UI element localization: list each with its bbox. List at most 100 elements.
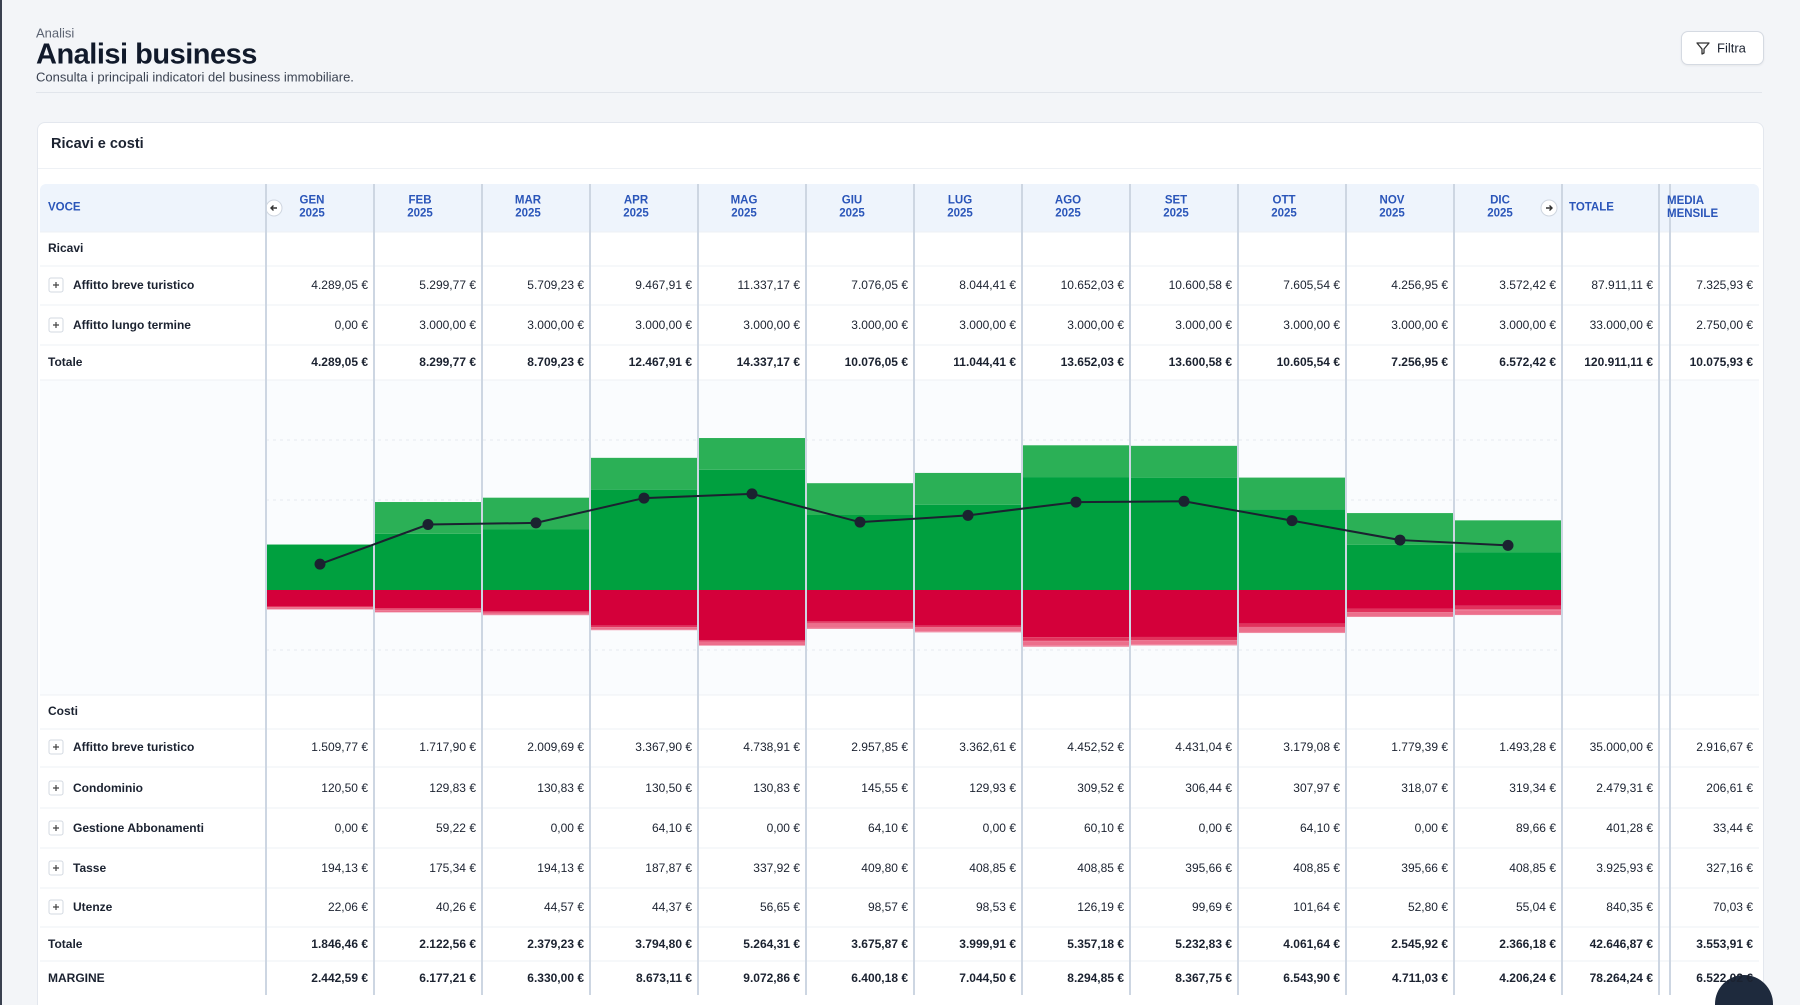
cell-value: 0,00 €: [1414, 821, 1448, 835]
cell-value: 8.673,11 €: [635, 971, 692, 985]
cell-value: 2.122,56 €: [419, 937, 476, 951]
cost-bar: [807, 623, 913, 628]
cell-value: 145,55 €: [861, 781, 908, 795]
cell-value: 6.572,42 €: [1499, 355, 1556, 369]
cost-bar: [591, 625, 697, 628]
nav-arrow[interactable]: [265, 199, 283, 217]
cell-value: 175,34 €: [429, 861, 476, 875]
cell-value: 318,07 €: [1401, 781, 1448, 795]
cell-value: 4.289,05 €: [311, 278, 368, 292]
cell-value: 3.000,00 €: [1283, 318, 1340, 332]
cell-value: 7.076,05 €: [851, 278, 908, 292]
cell-value: 8.709,23 €: [527, 355, 584, 369]
cell-value: 5.299,77 €: [419, 278, 476, 292]
cell-value: 14.337,17 €: [736, 355, 800, 369]
expand-plus: [53, 785, 59, 791]
cell-value: 126,19 €: [1077, 900, 1124, 914]
cell-value: 4.256,95 €: [1391, 278, 1448, 292]
cost-bar: [807, 621, 913, 623]
cell-total: 3.925,93 €: [1596, 861, 1653, 875]
cell-average: 33,44 €: [1712, 821, 1753, 835]
margin-point: [746, 488, 758, 500]
cell-value: 0,00 €: [334, 318, 368, 332]
row-label: Affitto breve turistico: [73, 740, 195, 754]
cell-value: 3.000,00 €: [1499, 318, 1556, 332]
cost-bar: [1455, 609, 1561, 611]
cost-bar: [591, 590, 697, 626]
cell-value: 56,65 €: [759, 900, 800, 914]
cell-average: 206,61 €: [1706, 781, 1753, 795]
breadcrumb: Analisi: [36, 25, 75, 41]
column-header-month: MAG: [730, 194, 758, 207]
cell-value: 1.717,90 €: [419, 740, 476, 754]
column-header-year: 2025: [839, 207, 865, 220]
cell-value: 337,92 €: [753, 861, 800, 875]
column-header-year: 2025: [1163, 207, 1189, 220]
column-header-year: 2025: [515, 207, 541, 220]
cell-value: 0,00 €: [982, 821, 1016, 835]
expand-button[interactable]: [48, 860, 64, 876]
column-header-year: 2025: [407, 207, 433, 220]
cell-value: 6.400,18 €: [851, 971, 908, 985]
cell-value: 13.600,58 €: [1168, 355, 1232, 369]
margin-point: [314, 558, 326, 570]
cost-bar: [375, 610, 481, 613]
cost-bar: [375, 590, 481, 609]
cell-value: 59,22 €: [435, 821, 476, 835]
table-header-bg: [40, 184, 1759, 232]
revenue-bar: [1347, 544, 1453, 590]
cell-value: 6.330,00 €: [527, 971, 584, 985]
row-label: Condominio: [73, 781, 143, 795]
cell-total: 840,35 €: [1606, 900, 1653, 914]
cell-value: 3.000,00 €: [1175, 318, 1232, 332]
cost-bar: [915, 590, 1021, 626]
cell-value: 5.709,23 €: [527, 278, 584, 292]
cell-total: 87.911,11 €: [1591, 278, 1653, 292]
nav-arrow[interactable]: [1540, 199, 1558, 217]
cell-value: 64,10 €: [651, 821, 692, 835]
cell-value: 130,83 €: [753, 781, 800, 795]
cell-total: 2.479,31 €: [1596, 781, 1653, 795]
cell-value: 3.675,87 €: [851, 937, 908, 951]
cell-value: 10.652,03 €: [1060, 278, 1124, 292]
expand-plus: [53, 282, 59, 288]
row-label: Totale: [48, 937, 83, 951]
cell-value: 52,80 €: [1407, 900, 1448, 914]
cell-value: 8.299,77 €: [419, 355, 476, 369]
cell-value: 3.000,00 €: [1067, 318, 1124, 332]
revenue-bar: [807, 483, 913, 515]
filter-label: Filtra: [1717, 40, 1746, 56]
margin-point: [422, 519, 434, 531]
cost-bar: [1023, 637, 1129, 641]
column-header-year: 2025: [1487, 207, 1513, 220]
cost-bar: [1131, 636, 1237, 641]
expand-button[interactable]: [48, 277, 64, 293]
column-header-year: 2025: [731, 207, 757, 220]
cell-value: 98,57 €: [867, 900, 908, 914]
cell-value: 409,80 €: [861, 861, 908, 875]
expand-plus: [53, 744, 59, 750]
cost-bar: [1347, 612, 1453, 617]
cell-total: 401,28 €: [1606, 821, 1653, 835]
cell-value: 3.999,91 €: [959, 937, 1016, 951]
revenue-bar: [1023, 445, 1129, 478]
cost-bar: [1347, 616, 1453, 617]
page-subtitle: Consulta i principali indicatori del bus…: [36, 69, 354, 85]
cost-bar: [699, 641, 805, 646]
column-header-year: 2025: [623, 207, 649, 220]
cost-bar: [699, 645, 805, 646]
expand-button[interactable]: [48, 820, 64, 836]
page-title: Analisi business: [36, 38, 257, 71]
revenue-bar: [591, 489, 697, 590]
cost-bar: [1239, 626, 1345, 628]
column-header-month: NOV: [1379, 194, 1405, 207]
filter-button[interactable]: Filtra: [1681, 31, 1764, 65]
expand-button[interactable]: [48, 317, 64, 333]
cell-value: 3.367,90 €: [635, 740, 692, 754]
cost-bar: [699, 640, 805, 642]
expand-button[interactable]: [48, 780, 64, 796]
cell-value: 4.452,52 €: [1067, 740, 1124, 754]
expand-button[interactable]: [48, 899, 64, 915]
expand-button[interactable]: [48, 739, 64, 755]
column-header: VOCE: [48, 201, 81, 214]
